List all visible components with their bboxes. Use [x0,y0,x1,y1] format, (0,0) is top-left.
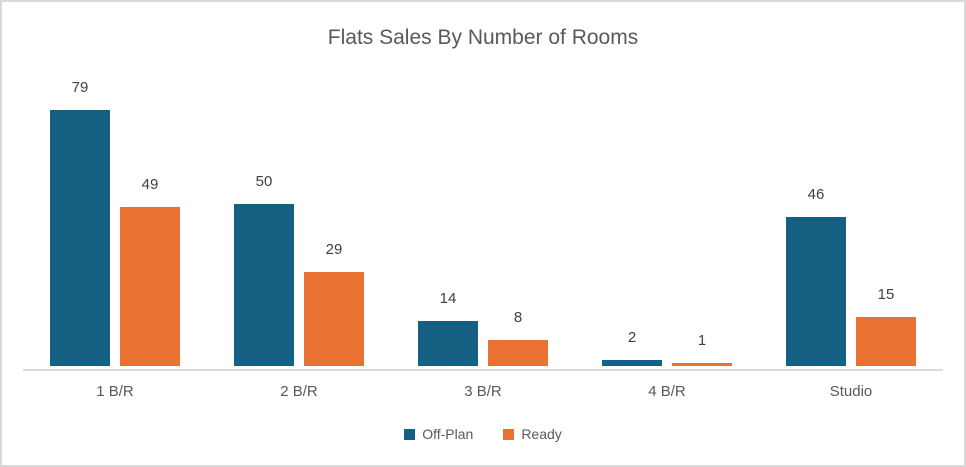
value-label-off-plan-1-b-r: 79 [71,79,89,96]
bar-col-ready-4-b-r: 1 [672,331,732,366]
legend-label-ready: Ready [521,426,562,442]
value-label-off-plan-3-b-r: 14 [439,290,457,307]
value-label-ready-4-b-r: 1 [697,332,707,349]
bar-col-ready-2-b-r: 29 [304,240,364,366]
bar-group-studio: 46 15 [759,185,943,366]
bar-ready-4-b-r[interactable] [672,363,732,366]
bar-col-ready-3-b-r: 8 [488,308,548,366]
value-label-off-plan-2-b-r: 50 [255,173,273,190]
value-label-ready-3-b-r: 8 [513,309,523,326]
bar-off-plan-2-b-r[interactable] [234,204,294,366]
bar-col-off-plan-4-b-r: 2 [602,328,662,366]
bar-group-3-b-r: 14 8 [391,289,575,366]
value-label-ready-2-b-r: 29 [325,241,343,258]
bar-col-off-plan-studio: 46 [786,185,846,366]
bar-col-ready-1-b-r: 49 [120,175,180,366]
legend: Off-Plan Ready [2,426,964,442]
category-label-3-b-r: 3 B/R [464,383,502,400]
bar-off-plan-studio[interactable] [786,217,846,366]
bar-ready-3-b-r[interactable] [488,340,548,366]
legend-swatch-ready [503,428,515,440]
category-label-4-b-r: 4 B/R [648,383,686,400]
value-label-off-plan-studio: 46 [807,186,825,203]
legend-item-ready[interactable]: Ready [503,426,562,442]
x-axis-line [23,369,943,371]
bar-off-plan-1-b-r[interactable] [50,110,110,366]
bar-col-off-plan-2-b-r: 50 [234,172,294,366]
value-label-off-plan-4-b-r: 2 [627,329,637,346]
bar-ready-studio[interactable] [856,317,916,366]
category-axis: 1 B/R 2 B/R 3 B/R 4 B/R Studio [23,383,943,400]
bar-col-off-plan-3-b-r: 14 [418,289,478,366]
bar-off-plan-4-b-r[interactable] [602,360,662,366]
chart-title: Flats Sales By Number of Rooms [327,26,639,49]
bar-ready-2-b-r[interactable] [304,272,364,366]
category-label-studio: Studio [829,383,873,400]
bar-group-2-b-r: 50 29 [207,172,391,366]
bar-col-off-plan-1-b-r: 79 [50,78,110,366]
legend-label-off-plan: Off-Plan [422,426,474,442]
category-label-1-b-r: 1 B/R [96,383,134,400]
plot-area: 79 49 50 29 14 8 2 1 46 15 [23,78,943,366]
value-label-ready-studio: 15 [877,286,895,303]
category-label-2-b-r: 2 B/R [280,383,318,400]
bar-off-plan-3-b-r[interactable] [418,321,478,366]
legend-swatch-off-plan [404,428,416,440]
bar-ready-1-b-r[interactable] [120,207,180,366]
value-label-ready-1-b-r: 49 [141,176,159,193]
legend-item-off-plan[interactable]: Off-Plan [404,426,473,442]
bar-col-ready-studio: 15 [856,285,916,366]
bar-group-1-b-r: 79 49 [23,78,207,366]
